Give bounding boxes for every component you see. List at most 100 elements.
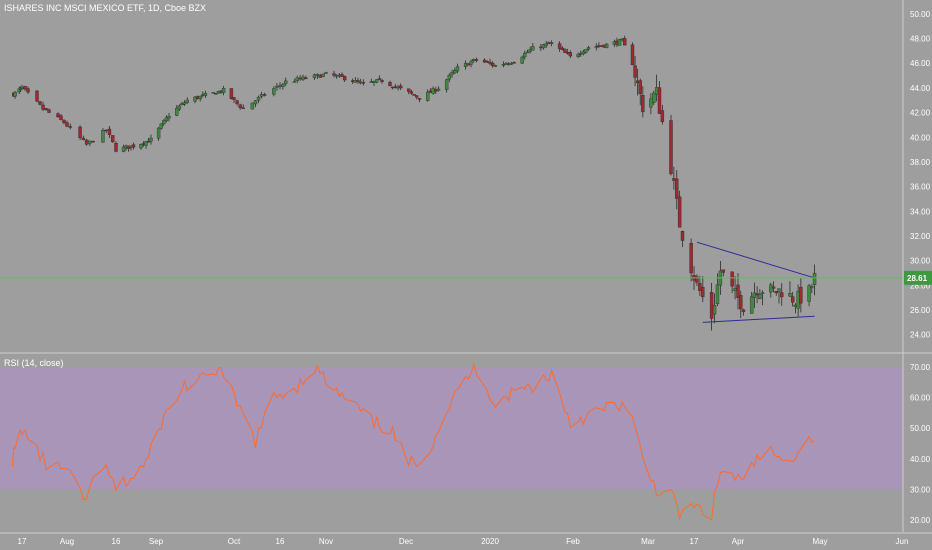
candle-body (568, 52, 573, 57)
candle-body (695, 276, 699, 283)
candle-body (469, 61, 473, 65)
time-tick-label: 2020 (481, 537, 499, 546)
candle-body (549, 42, 554, 45)
candle-body (321, 73, 325, 77)
candle-body (736, 284, 740, 298)
candle-body (203, 93, 208, 97)
candle-body (361, 82, 366, 84)
candle-body (211, 92, 215, 94)
candle-body (398, 85, 403, 89)
rsi-tick-label: 30.00 (910, 485, 931, 494)
candle-body (425, 91, 430, 101)
candle-body (412, 94, 416, 96)
candle-body (455, 66, 460, 72)
time-tick-label: Sep (149, 537, 164, 546)
candle-body (139, 144, 143, 149)
candle-body (544, 43, 548, 46)
candle-body (660, 110, 665, 122)
candle-body (638, 80, 642, 94)
candle-body (560, 47, 564, 50)
rsi-tick-label: 20.00 (910, 516, 931, 525)
candle-body (256, 96, 261, 101)
price-tick-label: 34.00 (910, 207, 931, 216)
time-tick-label: Oct (228, 537, 241, 546)
price-tick-label: 44.00 (910, 84, 931, 93)
last-price-badge-label: 28.61 (907, 274, 928, 283)
candle-body (131, 144, 136, 148)
time-axis-ticks[interactable]: 17 Aug 16 Sep Oct 16 Nov Dec 2020 Feb Mar 17 Apr May J… (18, 537, 909, 546)
price-tick-label: 30.00 (910, 257, 931, 266)
candle-body (177, 105, 182, 110)
candle-body (649, 98, 653, 108)
candle-body (41, 104, 45, 110)
candle-body (62, 120, 66, 124)
rsi-indicator-label[interactable]: RSI (14, close) (4, 358, 64, 368)
candle-body (114, 142, 118, 152)
candle-body (712, 304, 717, 315)
candle-body (790, 296, 795, 303)
time-tick-label: 16 (276, 537, 285, 546)
candle-body (81, 137, 86, 140)
candle-body (799, 286, 803, 304)
candle-body (198, 95, 202, 100)
candle-body (250, 102, 255, 110)
candle-body (272, 88, 276, 95)
candle-body (409, 91, 414, 94)
candle-body (490, 62, 495, 66)
price-tick-label: 28.00 (910, 281, 931, 290)
candle-body (721, 269, 726, 273)
candle-body (733, 288, 737, 292)
candle-body (520, 56, 524, 64)
time-tick-label: Feb (566, 537, 580, 546)
candle-body (340, 74, 344, 77)
trendline-lower[interactable] (702, 315, 815, 323)
candle-body (417, 98, 422, 100)
candle-body (111, 135, 115, 143)
candle-body (630, 44, 635, 66)
time-tick-label: Dec (399, 537, 413, 546)
candle-body (623, 38, 627, 46)
price-axis-ticks[interactable]: 24.00 26.00 28.00 30.00 32.00 34.00 36.00 38.00… (910, 10, 931, 340)
candle-body (388, 82, 392, 86)
candle-body (253, 100, 258, 105)
candle-body (444, 79, 449, 90)
candle-body (654, 87, 659, 95)
candle-body (541, 44, 546, 49)
candle-body (281, 83, 285, 87)
candle-body (633, 65, 637, 78)
candle-body (594, 46, 598, 48)
trendlines (696, 241, 815, 323)
rsi-tick-label: 60.00 (910, 394, 931, 403)
price-tick-label: 38.00 (910, 158, 931, 167)
candle-body (238, 104, 242, 108)
candle-body (235, 100, 239, 104)
candle-body (771, 286, 776, 289)
candle-body (44, 108, 48, 111)
candle-body (315, 74, 320, 76)
candle-body (758, 294, 762, 299)
candle-body (760, 292, 765, 294)
candle-body (167, 116, 171, 119)
candle-body (162, 120, 166, 125)
candle-body (304, 77, 308, 79)
price-candles (12, 35, 817, 331)
candle-body (88, 140, 92, 144)
candle-body (604, 43, 609, 49)
candle-body (749, 296, 754, 314)
price-tick-label: 50.00 (910, 10, 931, 19)
trendline-upper[interactable] (696, 241, 815, 279)
candle-body (675, 178, 679, 199)
candle-body (709, 292, 714, 319)
candle-body (752, 292, 757, 298)
candle-body (175, 107, 179, 116)
candle-body (525, 51, 530, 54)
candle-body (104, 129, 108, 132)
rsi-axis-ticks[interactable]: 20.00 30.00 40.00 50.00 60.00 70.00 (910, 363, 931, 525)
candle-body (298, 77, 302, 80)
candle-body (509, 63, 514, 65)
rsi-series-line (11, 362, 815, 521)
candle-body (377, 78, 382, 80)
candle-body (739, 295, 743, 310)
candle-body (156, 127, 161, 139)
